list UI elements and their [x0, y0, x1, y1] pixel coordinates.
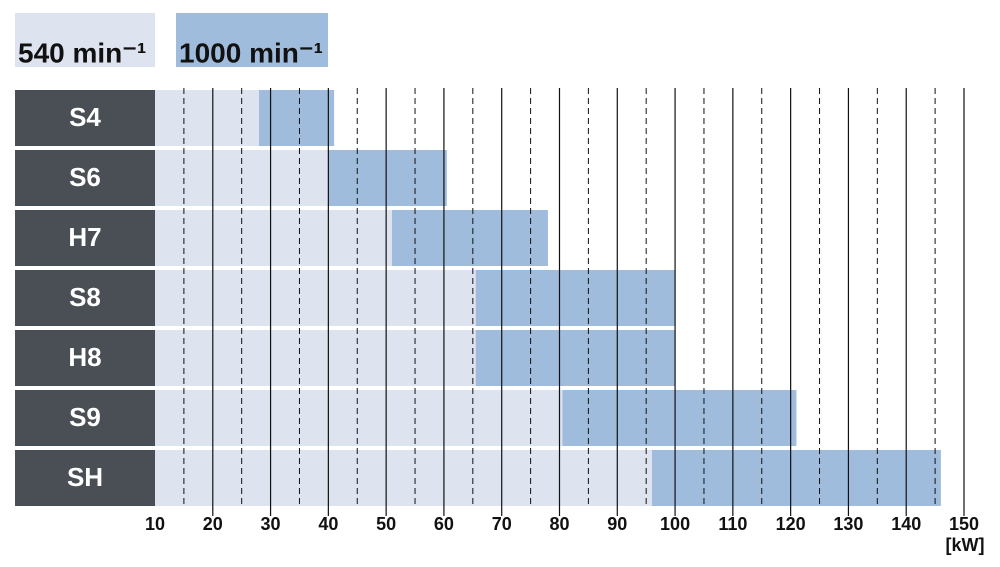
bar — [155, 210, 392, 266]
bar — [475, 270, 676, 326]
x-axis-label: [kW] — [946, 535, 985, 555]
x-tick-label: 80 — [549, 514, 569, 534]
row-label-box — [15, 330, 155, 386]
x-tick-label: 30 — [261, 514, 281, 534]
x-tick-label: 110 — [718, 514, 747, 534]
bar — [651, 450, 941, 506]
row-label-box — [15, 150, 155, 206]
row-label: H7 — [68, 222, 101, 252]
legend-swatch — [15, 13, 155, 67]
row-label-box — [15, 270, 155, 326]
x-tick-label: 130 — [833, 514, 863, 534]
bar — [475, 330, 676, 386]
bar — [155, 390, 563, 446]
bar — [562, 390, 797, 446]
x-tick-label: 10 — [145, 514, 165, 534]
x-tick-label: 100 — [660, 514, 690, 534]
x-tick-label: 140 — [891, 514, 921, 534]
row-label: S4 — [69, 102, 101, 132]
row-label: S9 — [69, 402, 101, 432]
row-label: SH — [67, 462, 103, 492]
row-label: H8 — [68, 342, 101, 372]
row-label-box — [15, 90, 155, 146]
bar — [155, 450, 652, 506]
bar — [328, 150, 447, 206]
legend-label: 540 min⁻¹ — [18, 37, 146, 68]
bar — [391, 210, 548, 266]
x-tick-label: 150 — [949, 514, 979, 534]
x-tick-label: 90 — [607, 514, 627, 534]
legend-swatch — [176, 13, 328, 67]
row-label-box — [15, 210, 155, 266]
row-label: S6 — [69, 162, 101, 192]
row-label: S8 — [69, 282, 101, 312]
bar — [155, 90, 260, 146]
bar — [155, 270, 476, 326]
x-tick-label: 60 — [434, 514, 454, 534]
row-label-box — [15, 390, 155, 446]
legend-label: 1000 min⁻¹ — [179, 37, 323, 68]
bar — [155, 330, 476, 386]
bar — [259, 90, 335, 146]
x-tick-label: 40 — [318, 514, 338, 534]
x-tick-label: 20 — [203, 514, 223, 534]
x-tick-label: 50 — [376, 514, 396, 534]
x-tick-label: 120 — [776, 514, 806, 534]
x-tick-label: 70 — [492, 514, 512, 534]
row-label-box — [15, 450, 155, 506]
